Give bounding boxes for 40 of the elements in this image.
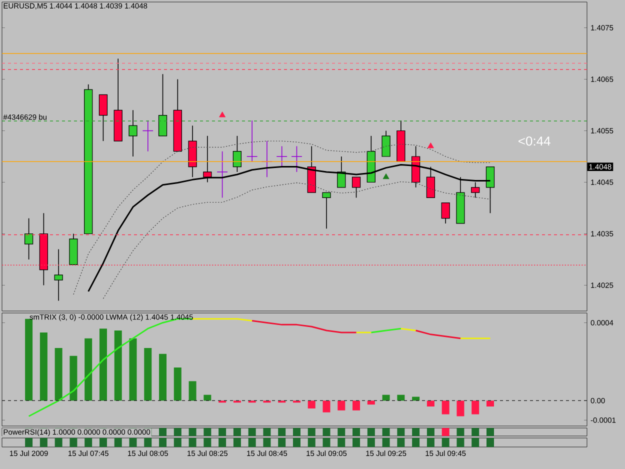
bar — [338, 400, 346, 410]
bar — [174, 368, 182, 401]
bar — [54, 348, 62, 401]
bar — [426, 400, 434, 407]
bar — [84, 338, 92, 401]
bar — [382, 394, 390, 401]
bar — [114, 330, 122, 401]
bar — [412, 396, 420, 401]
bar — [322, 400, 330, 412]
bar — [99, 328, 107, 401]
candlestick — [128, 110, 138, 157]
bar — [188, 381, 196, 401]
bar — [397, 394, 405, 401]
bar — [159, 354, 167, 401]
bar — [40, 332, 48, 401]
bar — [144, 348, 152, 401]
candlestick — [352, 176, 361, 198]
point — [219, 112, 226, 118]
bar — [456, 400, 464, 416]
candlestick — [441, 202, 450, 224]
point — [427, 142, 434, 148]
annotation: <0:44 — [518, 136, 550, 146]
bar — [486, 400, 494, 407]
candlestick — [98, 94, 108, 142]
point — [382, 173, 390, 180]
candlestick — [24, 218, 34, 260]
candlestick — [322, 192, 331, 229]
bar — [308, 400, 316, 408]
bar — [442, 400, 450, 414]
bar — [472, 400, 480, 414]
candlestick — [158, 74, 168, 136]
candlestick — [471, 182, 480, 198]
bar — [70, 356, 78, 401]
bar — [25, 318, 33, 401]
candlestick — [54, 248, 63, 302]
bar — [367, 400, 375, 405]
bar — [352, 400, 360, 410]
bar — [204, 394, 212, 401]
candlestick — [382, 130, 390, 157]
bar — [129, 338, 137, 401]
